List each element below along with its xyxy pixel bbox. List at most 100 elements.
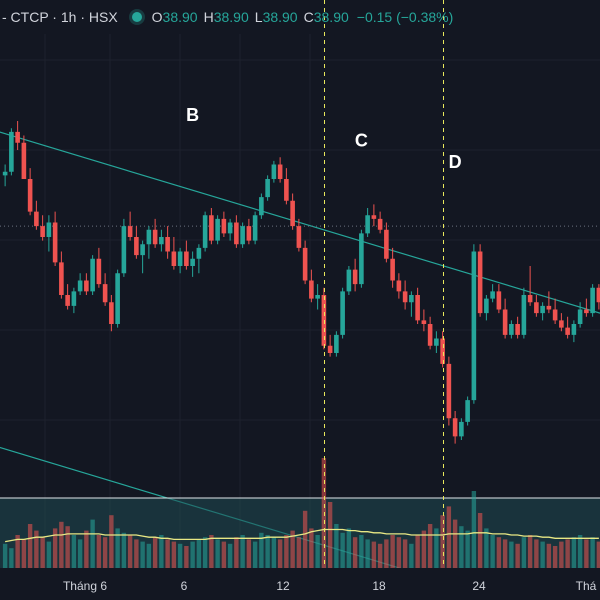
time-tick-label: Tháng 6 — [63, 579, 107, 593]
volume-bar — [415, 535, 420, 568]
time-axis: Tháng 6 6 12 18 24 Thá — [0, 568, 600, 600]
candle-body — [577, 309, 583, 324]
volume-bar — [27, 524, 33, 568]
candle-body — [209, 215, 214, 241]
volume-bar — [146, 543, 152, 568]
volume-bar — [434, 528, 439, 568]
candle-body — [159, 237, 164, 245]
volume-bar — [540, 541, 545, 568]
candle-body — [377, 218, 383, 230]
volume-bars — [2, 458, 600, 568]
high-value: 38.90 — [213, 9, 249, 25]
candle-body — [134, 237, 139, 256]
candle-body — [277, 164, 283, 179]
volume-bar — [302, 510, 308, 568]
candle-body — [584, 309, 589, 314]
candle-body — [271, 164, 277, 179]
volume-bar — [534, 539, 539, 568]
volume-bar — [77, 539, 83, 568]
close-label: C — [303, 9, 314, 25]
volume-bar — [515, 543, 520, 568]
volume-bar — [596, 541, 600, 568]
wave-label-c: C — [355, 130, 368, 150]
volume-bar — [246, 539, 252, 568]
candle-body — [109, 302, 114, 324]
candle-body — [459, 421, 464, 437]
candle-body — [190, 258, 195, 266]
candle-body — [127, 226, 133, 237]
candle-body — [59, 262, 64, 295]
volume-bar — [59, 521, 64, 568]
candle-body — [484, 298, 489, 314]
volume-bar — [140, 541, 145, 568]
volume-bar — [177, 543, 183, 568]
volume-bar — [309, 528, 314, 568]
volume-bar — [402, 539, 408, 568]
candle-body — [2, 171, 8, 176]
volume-bar — [296, 537, 302, 568]
volume-bar — [34, 530, 39, 568]
volume-bar — [577, 535, 583, 568]
volume-bar — [559, 541, 564, 568]
market-status-icon — [131, 12, 142, 22]
candle-body — [559, 320, 564, 328]
vertical-markers — [324, 0, 444, 568]
candle-body — [396, 280, 402, 292]
volume-bar — [252, 541, 258, 568]
candle-body — [515, 324, 520, 335]
candle-body — [77, 280, 83, 292]
candle-body — [121, 226, 127, 274]
volume-bar — [496, 537, 502, 568]
time-tick-label: 12 — [276, 579, 290, 593]
candle-body — [527, 295, 533, 303]
volume-bar — [40, 537, 45, 568]
candle-body — [34, 211, 39, 227]
candle-body — [315, 295, 320, 299]
candle-body — [359, 233, 364, 285]
volume-bar — [490, 535, 495, 568]
candle-body — [365, 215, 370, 234]
volume-bar — [215, 539, 220, 568]
change-value: −0.15 (−0.38%) — [356, 9, 454, 25]
volume-bar — [15, 535, 20, 568]
candle-body — [471, 251, 477, 401]
volume-bar — [340, 532, 345, 568]
open-value: 38.90 — [162, 9, 198, 25]
candle-body — [71, 291, 77, 306]
volume-bar — [109, 515, 114, 568]
low-value: 38.90 — [262, 9, 298, 25]
candle-body — [96, 258, 102, 285]
candle-body — [15, 131, 20, 143]
volume-bar — [96, 535, 102, 568]
candle-body — [146, 229, 152, 245]
candle-body — [202, 215, 208, 248]
candle-body — [465, 400, 470, 422]
volume-bar — [227, 543, 233, 568]
volume-bar — [396, 537, 402, 568]
candle-body — [184, 251, 189, 266]
candle-body — [565, 327, 570, 335]
volume-bar — [365, 539, 370, 568]
volume-bar — [377, 543, 383, 568]
volume-bar — [327, 502, 333, 568]
volume-bar — [259, 532, 264, 568]
candle-body — [327, 345, 333, 353]
candle-body — [52, 222, 58, 263]
volume-bar — [427, 524, 433, 568]
candle-body — [296, 226, 302, 248]
volume-bar — [552, 546, 558, 568]
volume-bar — [171, 541, 177, 568]
volume-bar — [284, 535, 289, 568]
volume-bar — [196, 539, 202, 568]
volume-bar — [209, 535, 214, 568]
candle-body — [409, 295, 414, 303]
time-axis-bg — [0, 568, 600, 600]
close-value: 38.90 — [313, 9, 349, 25]
candle-body — [521, 295, 527, 335]
volume-bar — [502, 539, 508, 568]
candle-body — [265, 179, 270, 198]
volume-bar — [165, 539, 170, 568]
open-label: O — [151, 9, 163, 25]
candle-body — [509, 324, 514, 335]
